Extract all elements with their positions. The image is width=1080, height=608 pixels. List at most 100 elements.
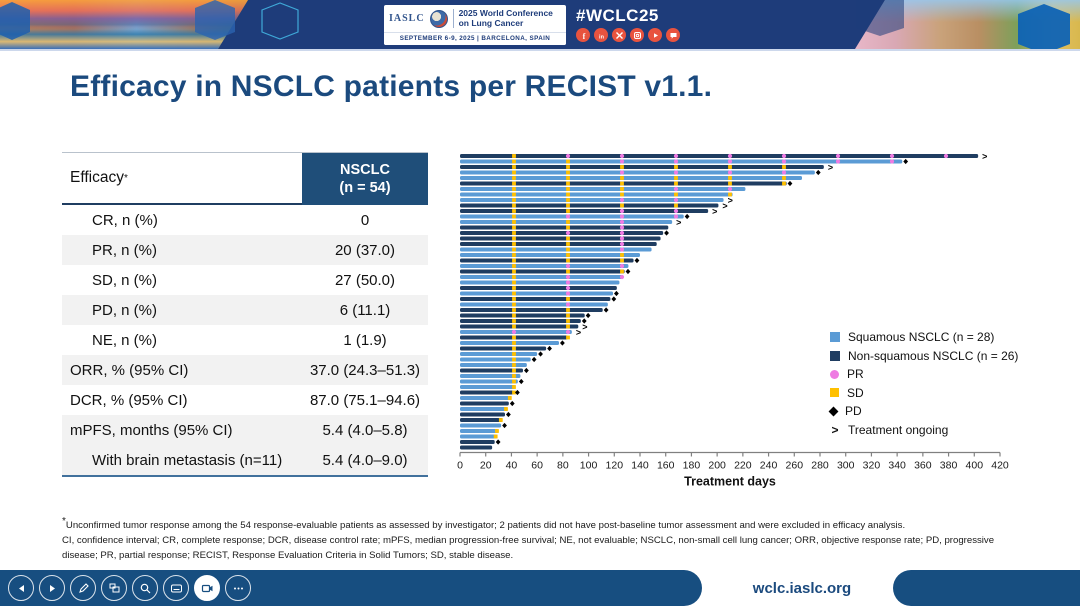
pd-marker-icon	[560, 340, 565, 346]
next-icon[interactable]	[39, 575, 65, 601]
ongoing-arrow-icon: >	[982, 151, 987, 161]
x-tick-label: 280	[811, 460, 829, 472]
swimmer-bar	[460, 286, 617, 290]
previous-icon[interactable]	[8, 575, 34, 601]
pr-marker-icon	[619, 159, 625, 164]
pr-marker-icon	[619, 153, 625, 159]
sd-marker-icon	[512, 209, 516, 213]
x-tick-label: 140	[631, 460, 649, 472]
swimmer-bar	[460, 412, 505, 417]
pr-marker-icon	[727, 186, 733, 192]
pd-marker-icon	[518, 378, 524, 385]
sd-legend-swatch-icon	[830, 388, 839, 398]
swimmer-bar	[460, 187, 746, 191]
pd-marker-icon	[625, 268, 631, 275]
conference-url: wclc.iaslc.org	[752, 580, 852, 597]
sd-marker-icon	[512, 170, 516, 175]
pr-marker-icon	[727, 170, 733, 175]
legend-item: > Treatment ongoing	[830, 421, 1018, 440]
sd-marker-icon	[620, 165, 624, 169]
swimmer-bar	[460, 341, 559, 345]
swimmer-bar	[460, 236, 661, 241]
swimmer-bar	[460, 374, 521, 378]
pd-marker-icon	[684, 213, 690, 220]
sd-marker-icon	[512, 297, 516, 301]
barcelona-park-photo	[0, 0, 248, 49]
pr-marker-icon	[619, 247, 625, 252]
instagram-icon[interactable]	[630, 28, 644, 42]
swimmer-bar	[460, 225, 669, 230]
youtube-icon[interactable]	[648, 28, 662, 42]
conference-title: 2025 World Conference on Lung Cancer	[452, 8, 553, 29]
sd-marker-icon	[512, 368, 516, 373]
x-tick-label: 320	[863, 460, 881, 472]
pd-marker-icon	[531, 356, 537, 363]
sd-marker-icon	[566, 308, 570, 312]
swimmer-bar	[460, 165, 824, 169]
sd-marker-icon	[674, 192, 678, 197]
sd-marker-icon	[566, 313, 570, 318]
camera-icon[interactable]	[194, 575, 220, 601]
row-label: DCR, % (95% CI)	[70, 391, 188, 409]
sd-marker-icon	[512, 165, 516, 169]
pr-marker-icon	[943, 153, 949, 159]
sd-marker-icon	[512, 192, 516, 197]
swimmer-bar	[460, 198, 724, 202]
pr-marker-icon	[781, 153, 787, 159]
swimmer-bar	[460, 170, 815, 175]
pd-marker-icon	[611, 296, 617, 302]
pr-marker-icon	[511, 329, 517, 335]
sd-marker-icon	[566, 236, 570, 241]
sd-marker-icon	[566, 319, 570, 323]
swimmer-bar	[460, 209, 709, 213]
captions-icon[interactable]	[163, 575, 189, 601]
sd-marker-icon	[782, 165, 786, 169]
swimmer-svg: >>>>>>>>0 20 40 60 80 100 120 140 160 180 200 220 24…	[457, 151, 1009, 488]
footer-right-pill	[893, 570, 1080, 606]
pr-marker-icon	[673, 159, 679, 164]
sd-marker-icon	[512, 352, 516, 356]
banner-underline	[0, 49, 1080, 51]
row-value: 27 (50.0)	[334, 271, 396, 289]
row-value: 5.4 (4.0–5.8)	[322, 421, 408, 439]
see-all-slides-icon[interactable]	[101, 575, 127, 601]
pr-marker-icon	[673, 186, 679, 192]
sd-marker-icon	[512, 280, 516, 285]
sd-marker-icon	[512, 357, 516, 362]
pr-marker-icon	[781, 170, 787, 175]
ongoing-arrow-icon: >	[576, 327, 581, 337]
more-icon[interactable]	[225, 575, 251, 601]
zoom-icon[interactable]	[132, 575, 158, 601]
sd-marker-icon	[512, 286, 516, 290]
sd-marker-icon	[566, 253, 570, 257]
legend-item: Non-squamous NSCLC (n = 26)	[830, 347, 1018, 366]
sd-marker-icon	[512, 346, 516, 351]
sd-marker-icon	[566, 159, 570, 164]
sd-marker-icon	[566, 225, 570, 230]
slideshow-controls	[8, 575, 251, 601]
swimmer-bar	[460, 324, 579, 329]
row-value: 37.0 (24.3–51.3)	[309, 361, 421, 379]
swimmer-plot: > > > > > > > >0 20 40 60 80 100 120 140 160 180 200 220 24…	[446, 150, 1026, 495]
pd-marker-icon	[495, 439, 501, 445]
row-value: 20 (37.0)	[334, 241, 396, 259]
sd-marker-icon	[566, 258, 570, 263]
facebook-icon[interactable]: f	[576, 28, 590, 42]
table-header-row: Efficacy * NSCLC (n = 54)	[62, 153, 428, 205]
pr-marker-icon	[835, 153, 841, 159]
share-icon[interactable]	[666, 28, 680, 42]
linkedin-icon[interactable]: in	[594, 28, 608, 42]
pd-marker-icon	[614, 290, 619, 297]
pen-icon[interactable]	[70, 575, 96, 601]
sd-marker-icon	[566, 209, 570, 213]
pr-marker-icon	[619, 274, 625, 280]
x-tick-label: 80	[557, 460, 569, 472]
x-icon[interactable]	[612, 28, 626, 42]
ongoing-arrow-icon: >	[828, 162, 833, 172]
swimmer-bar	[460, 302, 608, 307]
legend-item: Squamous NSCLC (n = 28)	[830, 328, 1018, 347]
sd-marker-icon	[512, 220, 516, 224]
sd-marker-icon	[728, 165, 732, 169]
pr-marker-icon	[673, 153, 679, 159]
pd-marker-icon	[502, 422, 507, 429]
